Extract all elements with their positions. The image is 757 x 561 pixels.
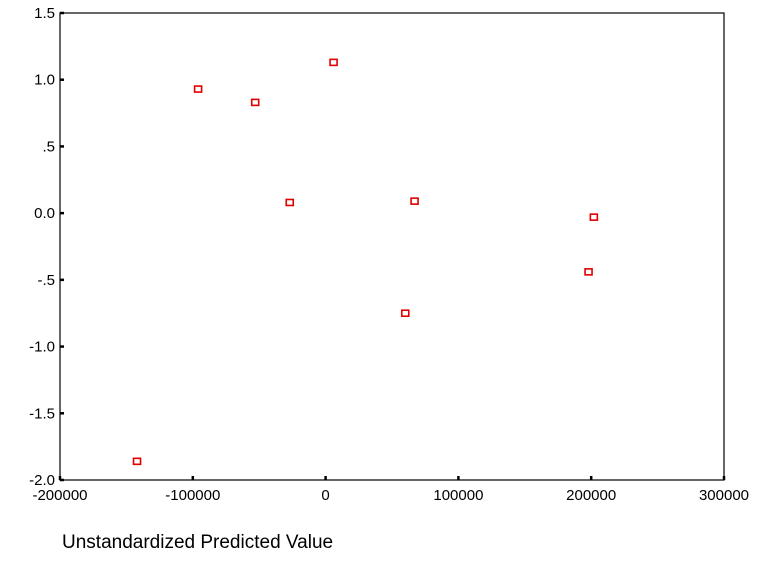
- x-axis-title: Unstandardized Predicted Value: [62, 532, 334, 553]
- y-tick-label: .5: [42, 138, 55, 155]
- y-tick-label: 0.0: [34, 205, 55, 222]
- y-tick-label: -1.0: [29, 339, 55, 356]
- y-tick-label: 1.0: [34, 72, 55, 89]
- data-point: [132, 457, 142, 466]
- x-tick-label: 100000: [433, 487, 483, 504]
- y-tick-label: -.5: [37, 272, 55, 289]
- data-point: [410, 197, 419, 205]
- data-point: [250, 98, 260, 107]
- data-point: [400, 309, 410, 318]
- x-axis: -200000 -100000 0 100000 200000 300000: [32, 476, 749, 504]
- data-point: [584, 268, 593, 276]
- data-point: [589, 213, 599, 221]
- y-tick-label: -2.0: [29, 472, 55, 489]
- y-tick-label: 1.5: [34, 5, 55, 22]
- data-point: [285, 198, 295, 207]
- plot-frame: [59, 12, 725, 481]
- data-point: [329, 58, 338, 67]
- y-tick-label: -1.5: [29, 405, 55, 422]
- x-tick-label: -200000: [32, 487, 87, 504]
- data-point: [193, 85, 203, 93]
- x-tick-label: 0: [321, 487, 329, 504]
- x-tick-label: 300000: [699, 487, 749, 504]
- x-tick-label: 200000: [566, 487, 616, 504]
- x-tick-label: -100000: [165, 487, 220, 504]
- y-axis: 1.5 1.0 .5 0.0 -.5 -1.0 -1.5 -2.0: [29, 5, 64, 489]
- data-points: [132, 58, 599, 466]
